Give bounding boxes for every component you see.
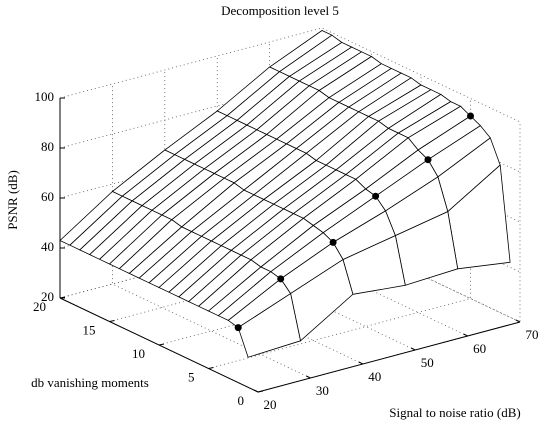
x-tick	[410, 347, 416, 351]
data-point	[329, 238, 337, 246]
data-point	[234, 324, 242, 332]
y-tick	[257, 390, 264, 393]
x-tick-label: 20	[264, 397, 277, 412]
x-tick-label: 70	[526, 327, 539, 342]
grid-line	[257, 122, 521, 393]
surface-patch	[237, 292, 301, 358]
y-tick-label: 20	[33, 299, 46, 314]
z-tick-label: 40	[41, 239, 54, 254]
y-tick	[208, 367, 214, 369]
y-tick	[59, 296, 66, 299]
data-point	[372, 192, 380, 200]
y-axis-label: db vanishing moments	[31, 375, 149, 390]
y-tick	[109, 320, 115, 322]
x-axis	[257, 321, 521, 393]
x-tick	[358, 361, 364, 365]
grid-line	[164, 70, 363, 365]
y-tick	[158, 343, 165, 346]
z-tick-label: 20	[41, 289, 54, 304]
y-tick-label: 15	[83, 322, 96, 337]
y-tick-label: 0	[238, 393, 245, 408]
x-axis-label: Signal to noise ratio (dB)	[389, 405, 520, 420]
x-tick-label: 40	[368, 369, 381, 384]
x-tick	[253, 389, 259, 393]
z-axis-label: PSNR (dB)	[5, 170, 20, 230]
z-tick-label: 80	[41, 139, 54, 154]
x-tick	[463, 333, 468, 337]
y-tick-label: 5	[188, 369, 195, 384]
z-tick-label: 60	[41, 189, 54, 204]
data-point	[424, 156, 432, 164]
y-tick-label: 10	[132, 346, 145, 361]
x-tick	[306, 375, 311, 379]
x-tick-label: 30	[316, 383, 329, 398]
x-tick	[515, 319, 521, 323]
chart-title: Decomposition level 5	[221, 3, 339, 18]
z-tick-label: 100	[35, 89, 55, 104]
grid-line	[112, 84, 311, 379]
data-point	[467, 112, 474, 120]
x-tick-label: 50	[421, 355, 434, 370]
data-point	[277, 275, 285, 283]
x-tick-label: 60	[473, 341, 486, 356]
